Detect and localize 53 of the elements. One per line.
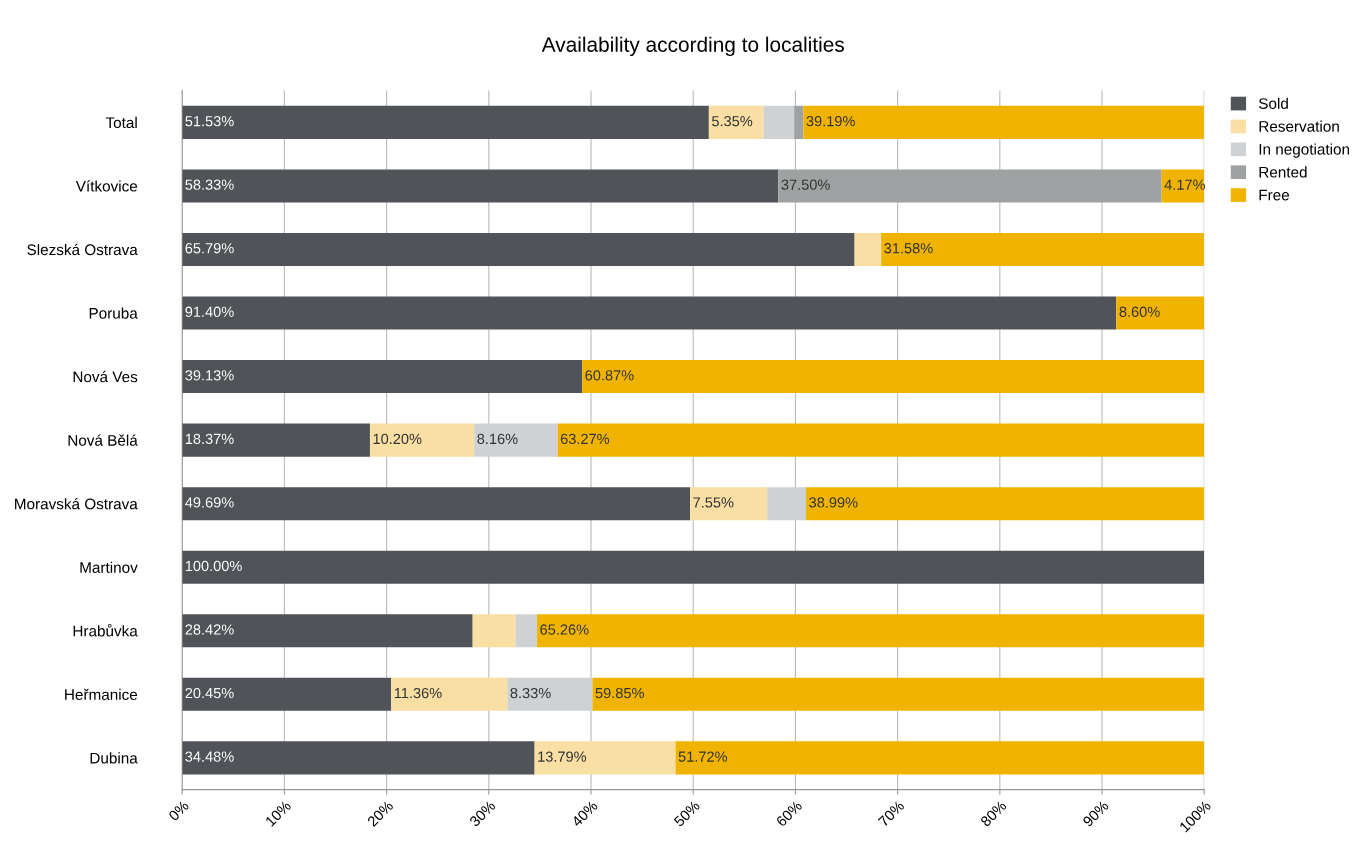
y-tick-label: Slezská Ostrava — [27, 243, 138, 256]
data-label: 38.99% — [809, 497, 858, 508]
data-label: 8.16% — [477, 433, 518, 445]
data-label: 65.26% — [540, 624, 589, 635]
legend-label: Free — [1259, 189, 1290, 201]
data-label: 18.37% — [185, 433, 234, 445]
data-label: 28.42% — [185, 624, 234, 635]
data-label: 13.79% — [538, 751, 587, 762]
data-label: 11.36% — [394, 687, 442, 699]
data-label: 10.20% — [373, 433, 422, 445]
y-tick-label: Poruba — [89, 307, 138, 319]
data-label: 39.13% — [185, 370, 234, 381]
data-label: 7.55% — [693, 497, 734, 508]
x-tick-label: 40% — [570, 800, 599, 828]
x-tick-label: 60% — [775, 800, 803, 828]
y-tick-label: Total — [105, 116, 137, 129]
y-tick-label: Hrabůvka — [73, 624, 138, 637]
data-label: 51.72% — [678, 751, 728, 762]
legend-label: In negotiation — [1259, 143, 1350, 158]
data-label: 34.48% — [185, 751, 234, 762]
x-tick-label: 70% — [877, 800, 905, 828]
y-tick-label: Moravská Ostrava — [15, 497, 138, 510]
data-label: 8.33% — [510, 687, 551, 699]
data-label: 39.19% — [806, 115, 855, 127]
data-label: 31.58% — [884, 243, 933, 254]
legend-label: Rented — [1259, 166, 1307, 178]
data-label: 58.33% — [185, 179, 234, 190]
y-tick-label: Heřmanice — [65, 688, 138, 701]
data-label: 100.00% — [185, 560, 242, 572]
data-label: 20.45% — [185, 687, 234, 699]
y-tick-label: Nová Ves — [73, 370, 138, 383]
data-label: 59.85% — [595, 687, 644, 699]
data-label: 60.87% — [585, 370, 634, 381]
x-tick-label: 50% — [673, 800, 701, 828]
x-tick-label: 80% — [979, 800, 1008, 828]
x-tick-label: 90% — [1082, 800, 1110, 828]
data-label: 63.27% — [560, 433, 610, 445]
legend-label: Sold — [1258, 97, 1288, 109]
data-label: 5.35% — [712, 115, 753, 127]
chart-title: Availability according to localities — [541, 36, 844, 57]
data-label: 37.50% — [781, 179, 830, 190]
data-label: 91.40% — [185, 306, 234, 317]
y-tick-label: Martinov — [80, 561, 138, 573]
x-tick-label: 0% — [167, 800, 190, 822]
data-label: 65.79% — [185, 243, 234, 254]
data-label: 8.60% — [1119, 306, 1160, 317]
x-tick-label: 30% — [468, 800, 497, 828]
data-label: 51.53% — [185, 115, 234, 127]
data-label: 49.69% — [185, 497, 234, 508]
y-tick-label: Vítkovice — [75, 180, 138, 192]
y-tick-label: Dubina — [90, 752, 138, 764]
legend-label: Reservation — [1259, 120, 1339, 132]
y-tick-label: Nová Bělá — [68, 434, 138, 446]
